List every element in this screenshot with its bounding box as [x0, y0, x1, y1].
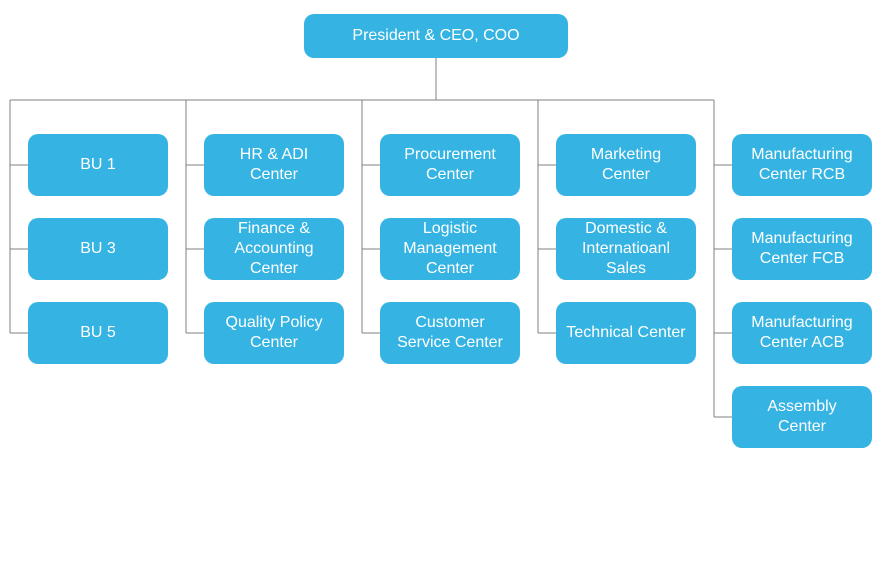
node-bu-2-label: BU 5 [80, 323, 116, 343]
node-admin-2-label: Quality Policy Center [214, 313, 334, 353]
node-bu-1: BU 3 [28, 218, 168, 280]
node-sales-2: Technical Center [556, 302, 696, 364]
node-mfg-0-label: Manufacturing Center RCB [742, 145, 862, 185]
node-bu-0: BU 1 [28, 134, 168, 196]
node-mfg-3-label: Assembly Center [742, 397, 862, 437]
node-sales-1: Domestic & Internatioanl Sales [556, 218, 696, 280]
node-bu-1-label: BU 3 [80, 239, 116, 259]
node-bu-2: BU 5 [28, 302, 168, 364]
node-sales-0-label: Marketing Center [566, 145, 686, 185]
node-ops-0: Procurement Center [380, 134, 520, 196]
node-bu-0-label: BU 1 [80, 155, 116, 175]
node-sales-1-label: Domestic & Internatioanl Sales [566, 219, 686, 279]
node-ops-1-label: Logistic Management Center [390, 219, 510, 279]
root-node-label: President & CEO, COO [352, 26, 519, 46]
node-mfg-1: Manufacturing Center FCB [732, 218, 872, 280]
node-admin-1-label: Finance & Accounting Center [214, 219, 334, 279]
node-mfg-1-label: Manufacturing Center FCB [742, 229, 862, 269]
node-mfg-2-label: Manufacturing Center ACB [742, 313, 862, 353]
org-chart: President & CEO, COO BU 1 BU 3 BU 5 HR & ADI… [0, 0, 877, 579]
node-sales-2-label: Technical Center [566, 323, 685, 343]
node-ops-2-label: Customer Service Center [390, 313, 510, 353]
node-ops-1: Logistic Management Center [380, 218, 520, 280]
node-admin-2: Quality Policy Center [204, 302, 344, 364]
connector-lines [0, 0, 877, 579]
node-ops-0-label: Procurement Center [390, 145, 510, 185]
node-admin-0: HR & ADI Center [204, 134, 344, 196]
node-mfg-3: Assembly Center [732, 386, 872, 448]
node-sales-0: Marketing Center [556, 134, 696, 196]
node-admin-0-label: HR & ADI Center [214, 145, 334, 185]
node-ops-2: Customer Service Center [380, 302, 520, 364]
node-mfg-0: Manufacturing Center RCB [732, 134, 872, 196]
node-admin-1: Finance & Accounting Center [204, 218, 344, 280]
root-node: President & CEO, COO [304, 14, 568, 58]
node-mfg-2: Manufacturing Center ACB [732, 302, 872, 364]
